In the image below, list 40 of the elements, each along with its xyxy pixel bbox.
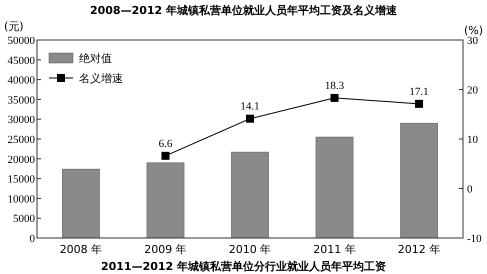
- y-tick-label: 5000: [13, 213, 36, 226]
- y-tick-label: 20000: [8, 154, 36, 166]
- y2-axis-title: (%): [464, 24, 483, 37]
- y-axis-title: (元): [4, 20, 24, 33]
- x-tick-label: 2011 年: [313, 243, 356, 256]
- data-label: 14.1: [240, 100, 260, 113]
- y2-tick-label: 30: [467, 35, 478, 47]
- point: [161, 152, 170, 160]
- data-label: 6.6: [158, 138, 173, 150]
- data-label: 18.3: [324, 80, 345, 92]
- y-tick-label: 40000: [8, 74, 36, 87]
- point: [415, 100, 424, 108]
- y-tick-label: 0: [30, 233, 36, 245]
- y-tick-label: 35000: [8, 94, 36, 106]
- x-tick-label: 2009 年: [144, 243, 187, 256]
- y2-tick-label: 0: [467, 184, 473, 196]
- y-tick-label: 50000: [8, 35, 36, 47]
- bar: [316, 136, 354, 238]
- x-tick-label: 2012 年: [398, 243, 440, 256]
- y2-tick-label: 20: [467, 84, 478, 96]
- point: [330, 94, 339, 102]
- bar: [146, 162, 184, 238]
- y-tick-label: 25000: [8, 134, 36, 146]
- bar: [231, 152, 269, 238]
- y-tick-label: 30000: [8, 114, 36, 126]
- chart-title: 2008—2012 年城镇私营单位就业人员年平均工资及名义增速: [90, 4, 398, 17]
- legend-label: 名义增速: [79, 72, 123, 85]
- x-tick-label: 2010 年: [228, 243, 272, 256]
- y-tick-label: 15000: [8, 174, 36, 186]
- bar: [62, 168, 100, 238]
- bar: [400, 122, 438, 238]
- text: 2011—2012 年城镇私营单位分行业就业人员年平均工资: [100, 260, 386, 273]
- legend-label: 绝对值: [79, 52, 112, 65]
- y2-tick-label: 10: [467, 134, 478, 146]
- point: [246, 114, 254, 123]
- y-tick-label: 10000: [8, 193, 36, 206]
- data-label: 17.1: [409, 86, 429, 98]
- y-tick-label: 45000: [8, 54, 36, 67]
- y2-tick-label: -10: [467, 233, 482, 245]
- x-tick-label: 2008 年: [60, 243, 102, 256]
